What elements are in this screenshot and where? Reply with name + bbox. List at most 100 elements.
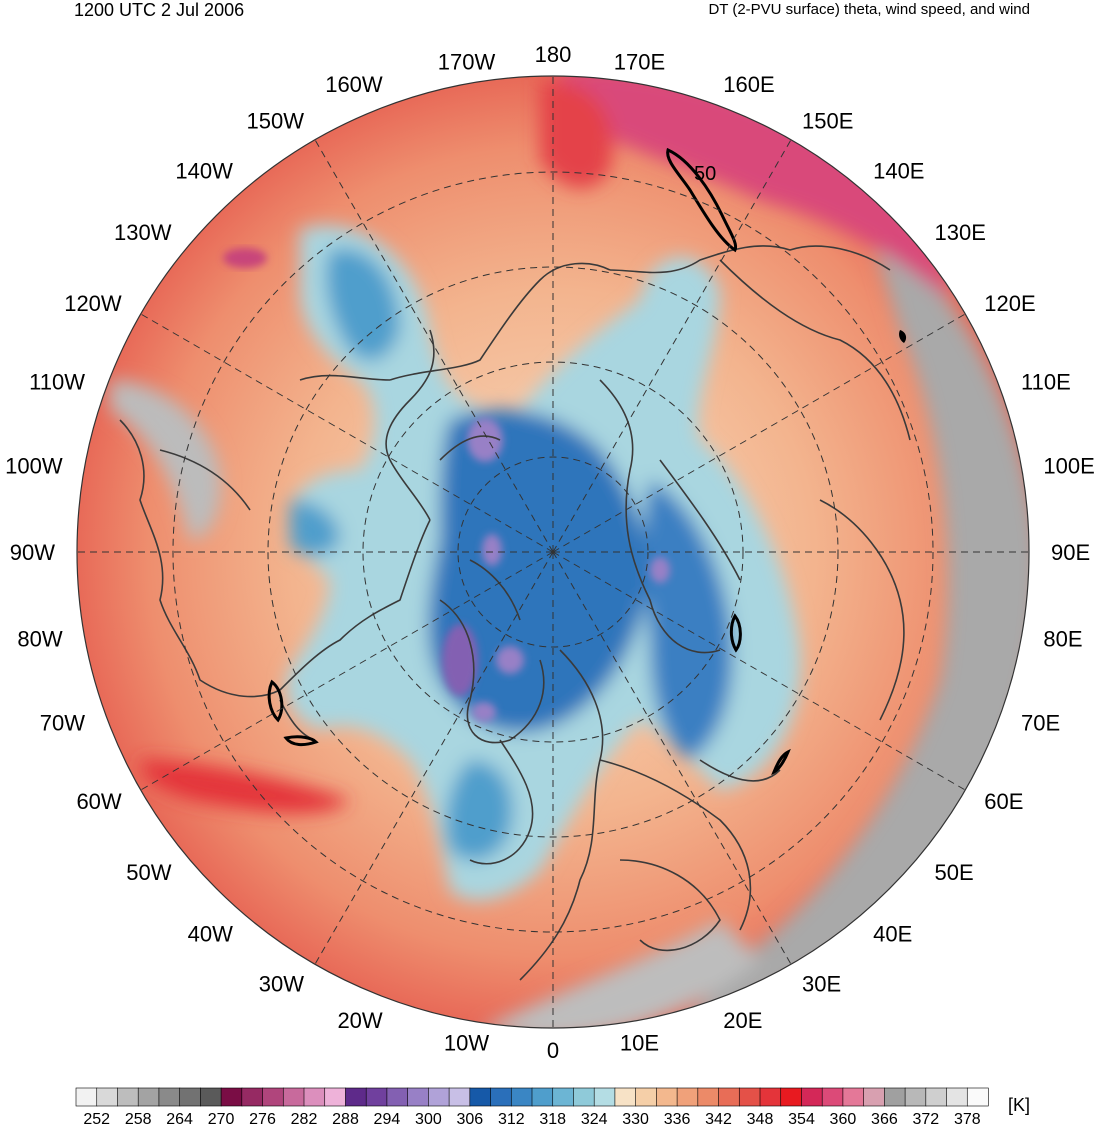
longitude-label: 50W xyxy=(126,860,171,885)
colorbar-tick-label: 282 xyxy=(291,1111,318,1126)
longitude-labels: 180 170E 160E 150E 140E 130E 120E 110E 100E 90E 80… xyxy=(5,42,1095,1063)
red-region-north xyxy=(540,80,613,189)
colorbar-swatch xyxy=(863,1087,885,1107)
longitude-label: 0 xyxy=(547,1038,559,1063)
colorbar-swatch xyxy=(925,1087,948,1107)
jet-red-south-west xyxy=(140,760,350,814)
map-boundary xyxy=(76,75,1030,1029)
longitude-label: 160W xyxy=(325,72,383,97)
longitude-label: 10E xyxy=(620,1030,659,1055)
colorbar-swatch xyxy=(718,1087,740,1107)
coastlines xyxy=(119,245,911,981)
colorbar-swatch xyxy=(262,1087,284,1107)
colorbar-tick-label: 330 xyxy=(622,1111,649,1126)
colorbar-swatch xyxy=(137,1087,160,1107)
longitude-label: 30W xyxy=(259,971,304,996)
graticule xyxy=(77,76,1029,1028)
purple-core-5 xyxy=(496,646,524,674)
longitude-label: 10W xyxy=(444,1030,489,1055)
colorbar-swatch xyxy=(282,1087,305,1107)
colorbar-swatch xyxy=(303,1087,326,1107)
longitude-label: 30E xyxy=(802,971,841,996)
colorbar-swatch xyxy=(200,1087,222,1107)
colorbar-swatch xyxy=(821,1087,844,1107)
colorbar-tick-label: 264 xyxy=(166,1111,193,1126)
longitude-label: 90E xyxy=(1051,540,1090,565)
colorbar-swatch xyxy=(614,1087,637,1107)
colorbar-tick-label: 276 xyxy=(249,1111,276,1126)
colorbar-swatch xyxy=(220,1087,243,1107)
cold-pool-south-tail xyxy=(446,760,513,861)
cold-pool-core xyxy=(428,410,648,733)
cold-pool-core-west xyxy=(290,500,340,556)
longitude-label: 20W xyxy=(337,1008,382,1033)
longitude-label: 40W xyxy=(188,922,233,947)
pink-region-north-east xyxy=(560,76,950,300)
colorbar-tick-label: 366 xyxy=(871,1111,898,1126)
colorbar-tick-label: 258 xyxy=(125,1111,152,1126)
chart-title: DT (2-PVU surface) theta, wind speed, an… xyxy=(708,1,1030,18)
colorbar-swatch xyxy=(552,1087,575,1107)
longitude-label: 120E xyxy=(984,291,1035,316)
longitude-label: 50E xyxy=(935,860,974,885)
colorbar-tick-label: 348 xyxy=(747,1111,774,1126)
longitude-label: 100W xyxy=(5,454,63,479)
colorbar-tick-label: 312 xyxy=(498,1111,525,1126)
colorbar-swatch xyxy=(966,1087,989,1107)
meridian-line xyxy=(552,313,966,553)
colorbar-swatch xyxy=(241,1087,264,1107)
colorbar-swatch xyxy=(117,1087,139,1107)
longitude-label: 80W xyxy=(17,627,62,652)
coastline-black-spot xyxy=(899,330,907,343)
colorbar-swatch xyxy=(884,1087,906,1107)
colorbar-swatch xyxy=(96,1087,119,1107)
longitude-label: 180 xyxy=(535,42,572,67)
colorbar-swatch xyxy=(531,1087,554,1107)
colorbar-swatch xyxy=(801,1087,823,1107)
cold-pool-mid xyxy=(326,248,400,361)
longitude-label: 110W xyxy=(29,370,85,395)
meridian-line xyxy=(552,139,792,553)
colorbar-swatch xyxy=(676,1087,699,1107)
colorbar-swatch xyxy=(904,1087,927,1107)
longitude-label: 110E xyxy=(1021,370,1071,395)
cold-pool-core-east xyxy=(644,480,733,760)
colorbar-tick-label: 252 xyxy=(83,1111,110,1126)
longitude-label: 140W xyxy=(175,159,233,184)
colorbar-swatch xyxy=(697,1087,720,1107)
longitude-label: 20E xyxy=(723,1008,762,1033)
longitude-label: 120W xyxy=(64,291,122,316)
colorbar-swatch xyxy=(448,1087,471,1107)
longitude-label: 90W xyxy=(10,540,55,565)
purple-core-6 xyxy=(472,702,496,722)
colorbar-swatch xyxy=(179,1087,201,1107)
colorbar-swatch xyxy=(324,1087,347,1107)
colorbar-tick-label: 300 xyxy=(415,1111,442,1126)
colorbar-swatch xyxy=(407,1087,429,1107)
contour-lines xyxy=(267,147,791,776)
longitude-label: 70E xyxy=(1021,710,1060,735)
purple-core-2 xyxy=(482,534,502,566)
colorbar-swatch xyxy=(635,1087,657,1107)
longitude-label: 100E xyxy=(1043,454,1094,479)
colorbar-tick-label: 336 xyxy=(664,1111,691,1126)
colorbar-swatch xyxy=(510,1087,533,1107)
colorbar-tick-label: 318 xyxy=(539,1111,566,1126)
colorbar-tick-label: 342 xyxy=(705,1111,732,1126)
meridian-line xyxy=(314,551,554,965)
colorbar-swatch xyxy=(656,1087,678,1107)
purple-core-4 xyxy=(442,624,478,696)
longitude-label: 150W xyxy=(247,109,305,134)
colorbar-swatch xyxy=(386,1087,409,1107)
colorbar: 252 258 264 270 276 282 288 294 300 306 312 318 324 3… xyxy=(75,1087,1030,1126)
longitude-label: 170W xyxy=(438,50,496,75)
grey-region-west xyxy=(110,380,221,540)
colorbar-swatch xyxy=(759,1087,782,1107)
longitude-label: 150E xyxy=(802,109,853,134)
colorbar-swatch xyxy=(490,1087,512,1107)
colorbar-swatch xyxy=(469,1087,492,1107)
colorbar-swatch xyxy=(428,1087,450,1107)
colorbar-tick-label: 288 xyxy=(332,1111,359,1126)
meridian-line xyxy=(552,551,966,791)
